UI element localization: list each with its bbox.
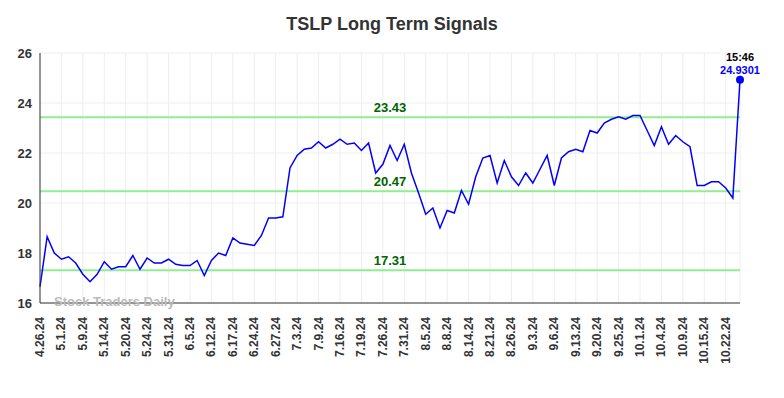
html-text:Stock Traders Daily: Stock Traders Daily [54, 294, 175, 309]
svg-text:5.14.24: 5.14.24 [97, 317, 111, 357]
svg-text:6.17.24: 6.17.24 [226, 317, 240, 357]
svg-text:24.9301: 24.9301 [720, 64, 760, 76]
svg-text:22: 22 [18, 146, 32, 161]
svg-text:7.16.24: 7.16.24 [333, 317, 347, 357]
svg-text:6.5.24: 6.5.24 [183, 317, 197, 351]
svg-text:9.13.24: 9.13.24 [569, 317, 583, 357]
svg-text:20: 20 [18, 196, 32, 211]
svg-text:5.9.24: 5.9.24 [76, 317, 90, 351]
svg-text:7.3.24: 7.3.24 [290, 317, 304, 351]
svg-text:9.25.24: 9.25.24 [612, 317, 626, 357]
svg-text:17.31: 17.31 [374, 253, 407, 268]
svg-text:16: 16 [18, 296, 32, 311]
svg-text:8.8.24: 8.8.24 [440, 317, 454, 351]
svg-text:5.20.24: 5.20.24 [119, 317, 133, 357]
svg-text:5.31.24: 5.31.24 [162, 317, 176, 357]
svg-text:18: 18 [18, 246, 32, 261]
svg-text:6.12.24: 6.12.24 [204, 317, 218, 357]
svg-text:10.1.24: 10.1.24 [633, 317, 647, 357]
svg-text:10.4.24: 10.4.24 [654, 317, 668, 357]
svg-text:7.31.24: 7.31.24 [397, 317, 411, 357]
svg-text:9.20.24: 9.20.24 [590, 317, 604, 357]
svg-text:23.43: 23.43 [374, 100, 407, 115]
svg-text:7.26.24: 7.26.24 [376, 317, 390, 357]
svg-text:4.26.24: 4.26.24 [33, 317, 47, 357]
svg-text:9.3.24: 9.3.24 [526, 317, 540, 351]
svg-text:7.9.24: 7.9.24 [312, 317, 326, 351]
svg-text:6.27.24: 6.27.24 [269, 317, 283, 357]
svg-text:20.47: 20.47 [374, 174, 407, 189]
svg-text:10.9.24: 10.9.24 [676, 317, 690, 357]
svg-text:5.24.24: 5.24.24 [140, 317, 154, 357]
svg-text:5.1.24: 5.1.24 [54, 317, 68, 351]
svg-text:7.19.24: 7.19.24 [354, 317, 368, 357]
svg-text:24: 24 [18, 96, 33, 111]
html-text:TSLP Long Term Signals: TSLP Long Term Signals [286, 14, 498, 34]
svg-text:10.15.24: 10.15.24 [697, 317, 711, 364]
svg-text:8.21.24: 8.21.24 [483, 317, 497, 357]
svg-text:10.22.24: 10.22.24 [719, 317, 733, 364]
svg-text:8.5.24: 8.5.24 [419, 317, 433, 351]
svg-text:6.24.24: 6.24.24 [247, 317, 261, 357]
svg-text:26: 26 [18, 46, 32, 61]
svg-text:9.6.24: 9.6.24 [547, 317, 561, 351]
svg-text:15:46: 15:46 [726, 53, 754, 63]
svg-text:8.26.24: 8.26.24 [504, 317, 518, 357]
svg-text:8.14.24: 8.14.24 [462, 317, 476, 357]
